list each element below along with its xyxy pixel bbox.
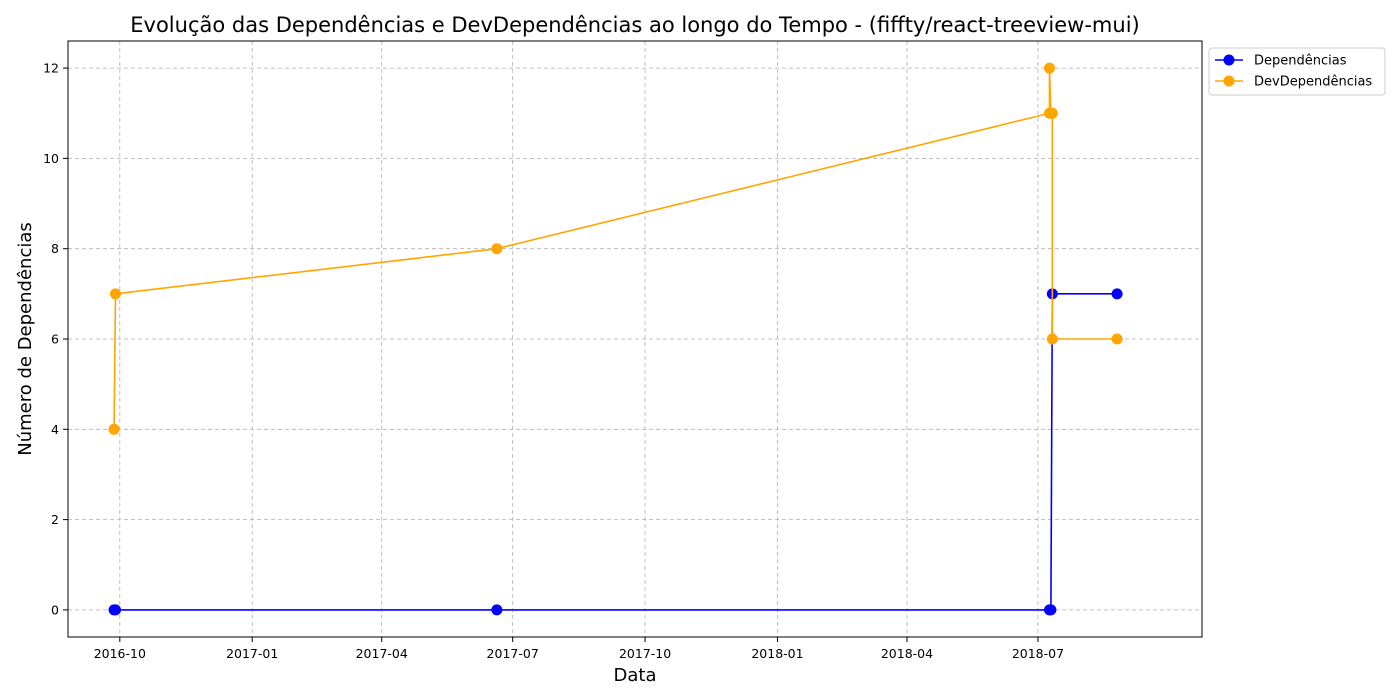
series-line xyxy=(114,293,1118,611)
y-tick-label: 6 xyxy=(51,332,59,347)
legend-marker xyxy=(1223,54,1235,66)
y-tick-label: 4 xyxy=(51,422,59,437)
data-point xyxy=(1045,604,1057,616)
data-point xyxy=(491,604,503,616)
x-tick-label: 2016-10 xyxy=(94,646,146,661)
y-tick-label: 2 xyxy=(51,512,59,527)
data-point xyxy=(491,243,503,255)
data-point xyxy=(108,423,120,435)
data-point xyxy=(1046,107,1058,119)
y-tick-label: 10 xyxy=(43,151,59,166)
data-point xyxy=(109,288,121,300)
x-tick-label: 2017-07 xyxy=(487,646,539,661)
x-tick-label: 2018-07 xyxy=(1012,646,1064,661)
x-tick-label: 2017-04 xyxy=(356,646,408,661)
legend: Dependências DevDependências xyxy=(1208,47,1386,96)
y-axis: 0 2 4 6 8 10 12 xyxy=(43,61,68,617)
data-point xyxy=(1111,288,1123,300)
data-point xyxy=(1111,333,1123,345)
data-point xyxy=(1046,333,1058,345)
series-devdependencias xyxy=(108,62,1123,435)
grid-lines xyxy=(68,41,1202,637)
x-tick-label: 2018-01 xyxy=(751,646,803,661)
x-axis-label: Data xyxy=(614,665,657,686)
series-layer xyxy=(108,62,1123,616)
y-tick-label: 8 xyxy=(51,241,59,256)
x-tick-label: 2017-01 xyxy=(226,646,278,661)
x-tick-label: 2017-10 xyxy=(619,646,671,661)
y-tick-label: 12 xyxy=(43,61,59,76)
y-axis-label: Número de Dependências xyxy=(15,222,36,456)
legend-marker xyxy=(1223,75,1235,87)
x-axis: 2016-10 2017-01 2017-04 2017-07 2017-10 2018-… xyxy=(94,637,1064,661)
chart-title: Evolução das Dependências e DevDependênc… xyxy=(130,13,1139,37)
legend-label: DevDependências xyxy=(1254,75,1372,90)
data-point xyxy=(109,604,121,616)
legend-box xyxy=(1208,47,1386,96)
data-point xyxy=(1043,62,1055,74)
series-dependencias xyxy=(108,288,1123,616)
y-tick-label: 0 xyxy=(51,602,59,617)
legend-label: Dependências xyxy=(1254,54,1347,69)
x-tick-label: 2018-04 xyxy=(881,646,933,661)
